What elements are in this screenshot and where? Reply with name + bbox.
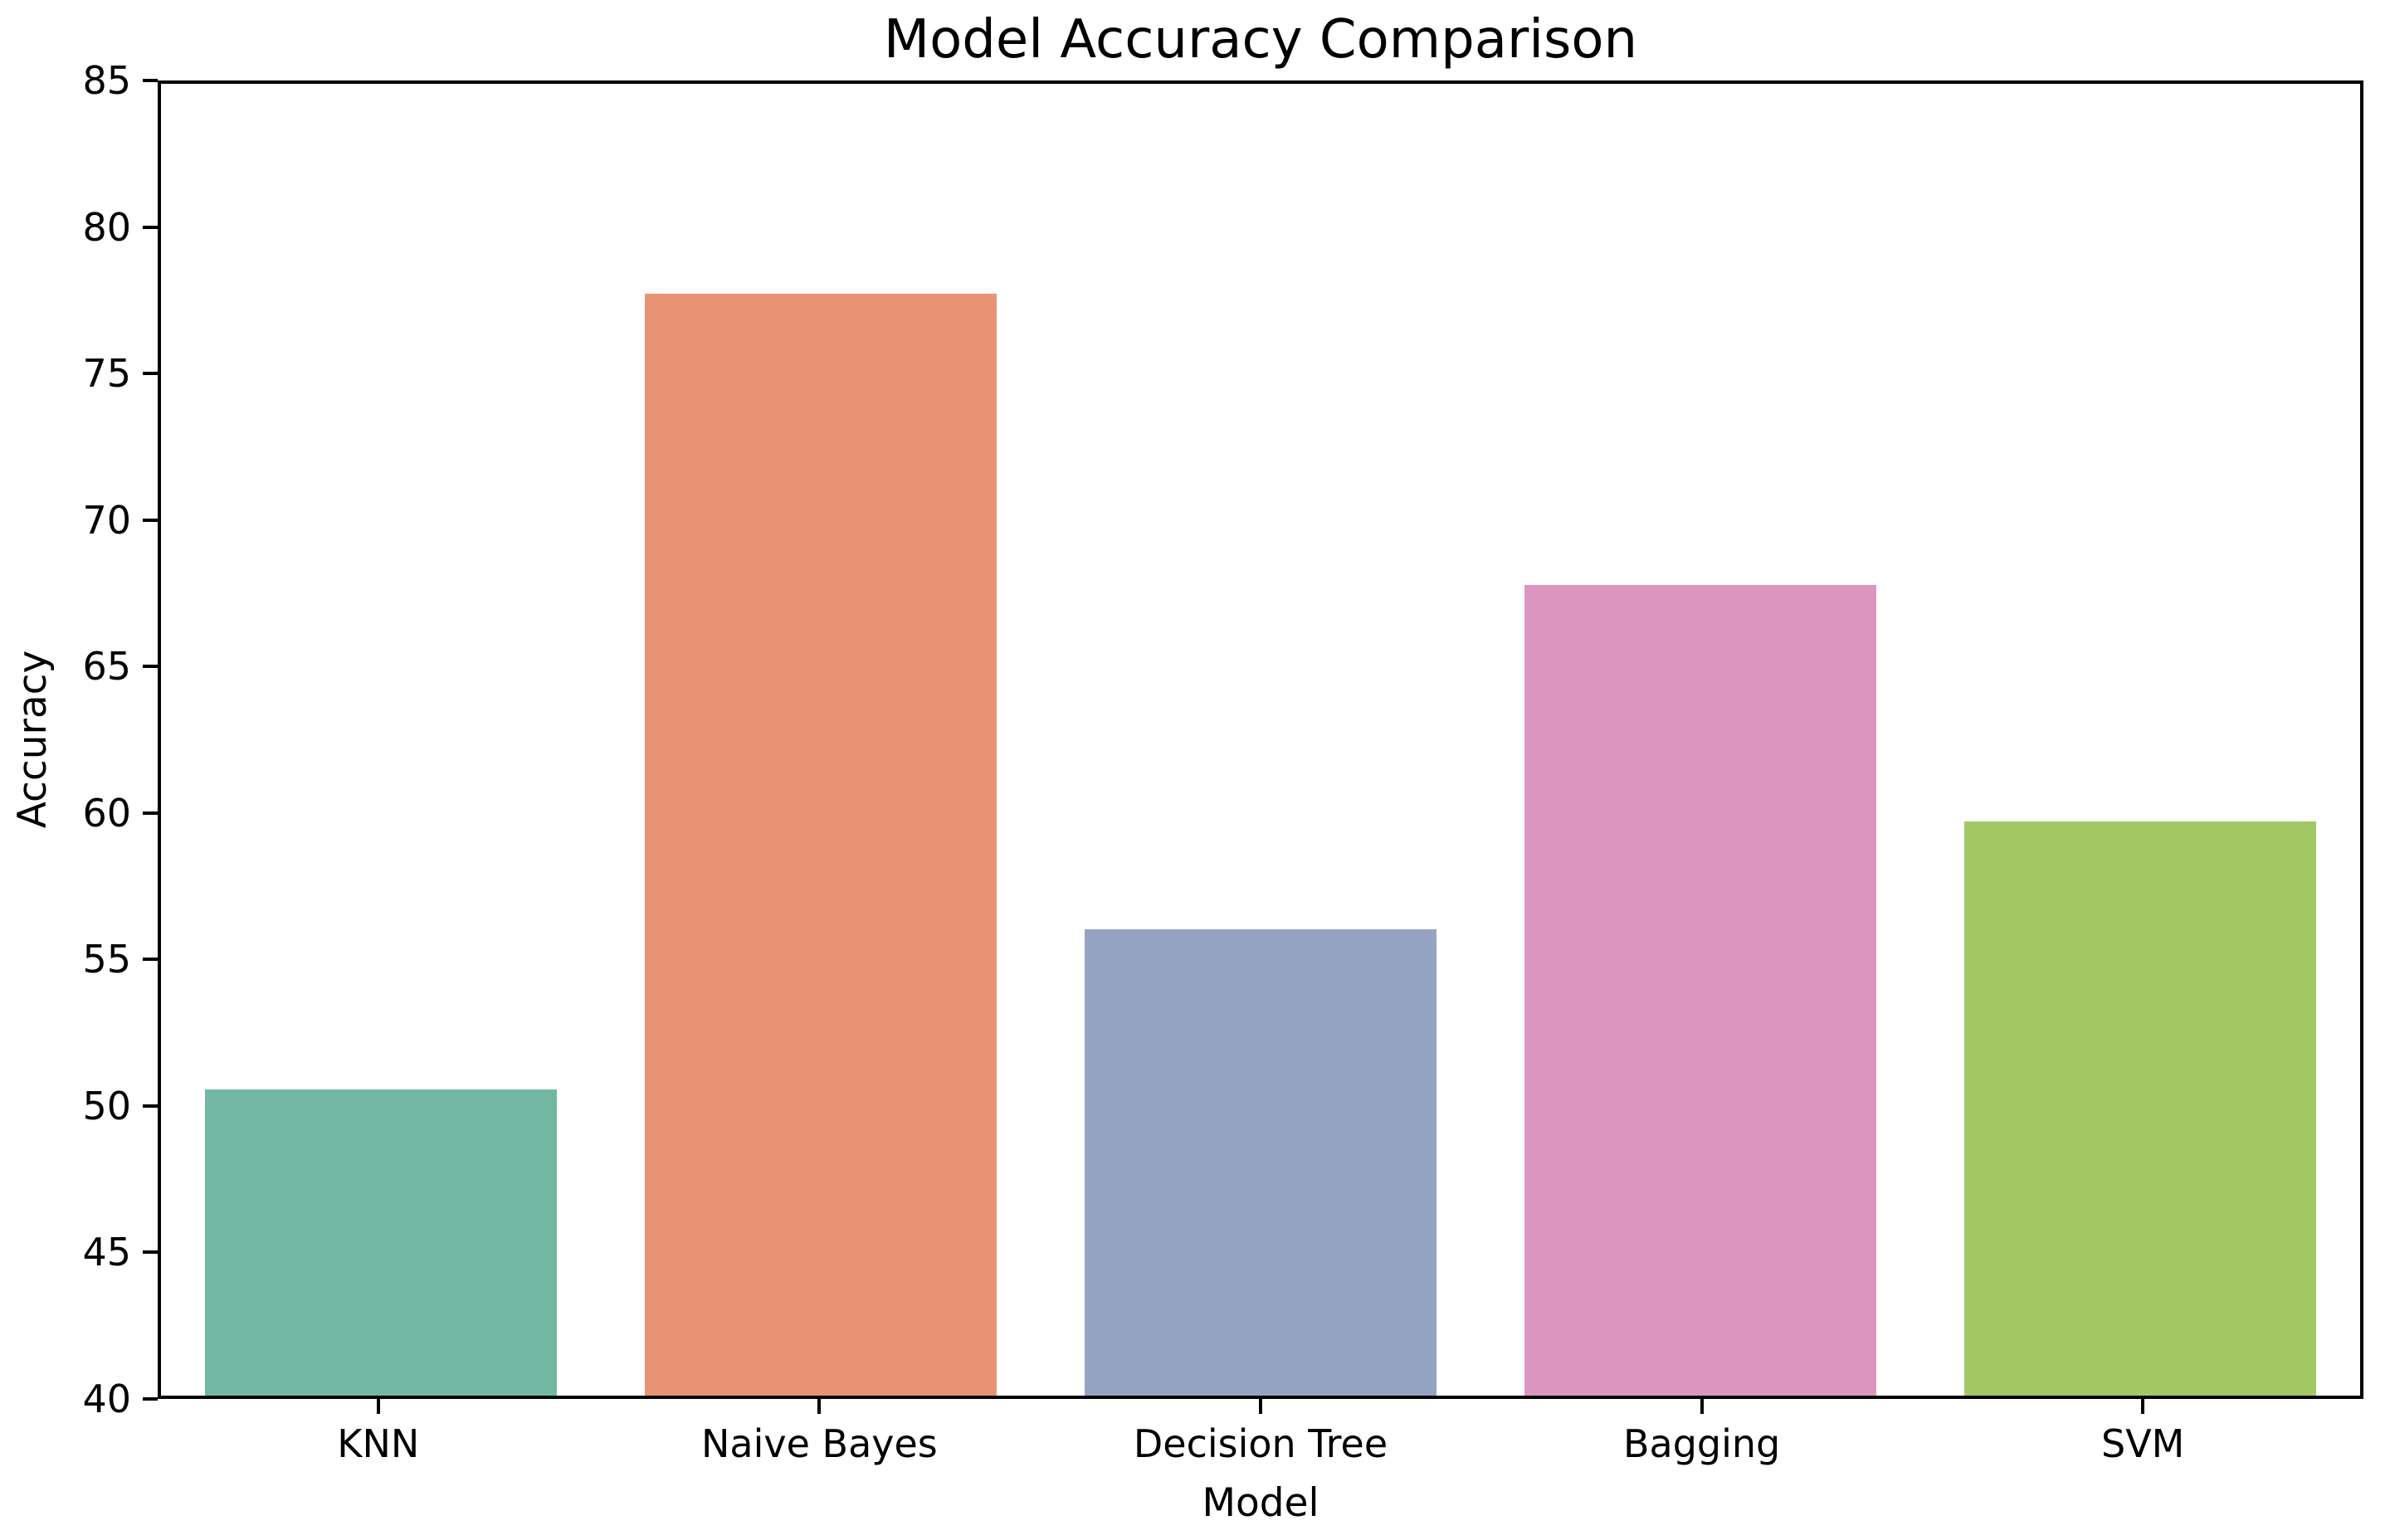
y-tick-label-40: 40: [82, 1377, 131, 1421]
y-tick-mark-70: [143, 518, 158, 522]
y-tick-label-60: 60: [82, 790, 131, 836]
y-tick-mark-40: [143, 1397, 158, 1401]
x-tick-label-naive-bayes: Naive Bayes: [701, 1421, 938, 1466]
y-tick-mark-45: [143, 1250, 158, 1255]
y-tick-mark-60: [143, 811, 158, 815]
y-tick-mark-55: [143, 958, 158, 962]
x-tick-mark-naive-bayes: [817, 1399, 822, 1414]
x-tick-mark-bagging: [1700, 1399, 1704, 1414]
bar-naive-bayes: [645, 293, 997, 1396]
y-tick-label-50: 50: [82, 1083, 131, 1128]
bar-bagging: [1524, 585, 1876, 1396]
x-tick-label-svm: SVM: [2101, 1421, 2185, 1466]
y-tick-label-70: 70: [82, 497, 131, 543]
bar-svm: [1964, 821, 2316, 1396]
y-tick-label-80: 80: [82, 204, 131, 250]
bar-decision-tree: [1085, 928, 1436, 1396]
y-tick-label-75: 75: [82, 351, 131, 397]
bar-knn: [205, 1089, 557, 1396]
plot-area: [158, 80, 2363, 1399]
x-tick-mark-decision-tree: [1259, 1399, 1262, 1414]
y-tick-label-85: 85: [82, 58, 131, 103]
chart-title: Model Accuracy Comparison: [883, 9, 1638, 71]
bars-layer: [161, 84, 2360, 1396]
y-tick-label-55: 55: [82, 937, 131, 982]
x-tick-label-decision-tree: Decision Tree: [1133, 1421, 1388, 1466]
y-tick-label-65: 65: [82, 644, 131, 690]
y-tick-mark-75: [143, 372, 158, 376]
x-tick-mark-svm: [2141, 1399, 2145, 1414]
y-tick-mark-85: [143, 79, 158, 82]
y-tick-label-45: 45: [82, 1230, 131, 1275]
x-tick-label-knn: KNN: [337, 1421, 420, 1466]
y-tick-mark-65: [143, 665, 158, 669]
x-tick-mark-knn: [376, 1399, 380, 1414]
x-tick-label-bagging: Bagging: [1622, 1421, 1781, 1466]
y-tick-mark-80: [143, 225, 158, 229]
x-axis-label: Model: [1202, 1480, 1319, 1526]
y-tick-mark-50: [143, 1104, 158, 1108]
